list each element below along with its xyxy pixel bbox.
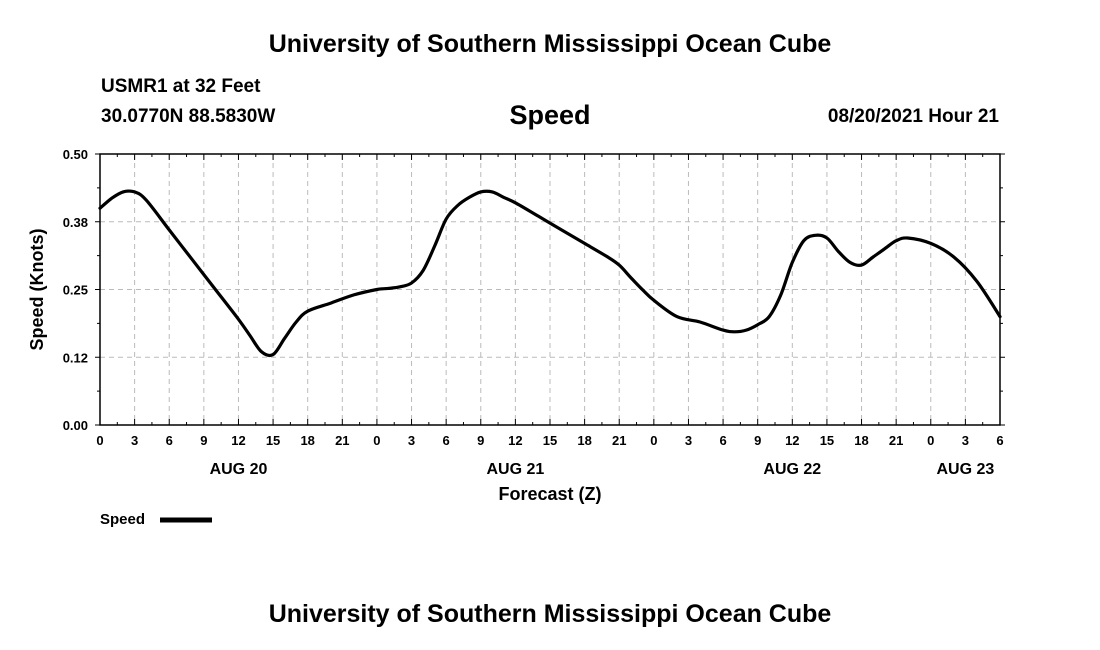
x-tick-label: 21 [612, 433, 626, 448]
x-tick-label: 3 [685, 433, 692, 448]
legend: Speed [100, 511, 212, 528]
speed-series-line [98, 189, 1002, 358]
y-tick-label: 0.12 [63, 350, 88, 365]
legend-label: Speed [100, 511, 145, 528]
x-tick-label: 18 [854, 433, 868, 448]
x-axis-label: Forecast (Z) [498, 484, 601, 504]
station-coords: 30.0770N 88.5830W [101, 106, 276, 127]
day-label: AUG 21 [486, 461, 544, 478]
axis-labels: 0 3 6 9 12 15 18 21 0 3 6 9 12 15 18 21 0 3 6 9 12 15 18 21 0 3 6 0… [27, 147, 1004, 504]
x-tick-label: 12 [508, 433, 522, 448]
axis-ticks [95, 153, 1005, 426]
chart-title: Speed [509, 100, 591, 130]
main-title: University of Southern Mississippi Ocean… [268, 30, 832, 58]
y-tick-label: 0.38 [63, 215, 88, 230]
footer-title: University of Southern Mississippi Ocean… [268, 600, 832, 628]
x-tick-label: 18 [300, 433, 314, 448]
x-tick-label: 12 [785, 433, 799, 448]
x-tick-label: 6 [443, 433, 450, 448]
x-tick-label: 9 [200, 433, 207, 448]
x-tick-label: 0 [373, 433, 380, 448]
x-tick-label: 15 [543, 433, 557, 448]
x-tick-label: 15 [820, 433, 834, 448]
x-tick-label: 15 [266, 433, 280, 448]
x-tick-label: 6 [719, 433, 726, 448]
x-tick-label: 9 [754, 433, 761, 448]
x-tick-label: 0 [650, 433, 657, 448]
x-tick-label: 0 [96, 433, 103, 448]
station-name: USMR1 at 32 Feet [101, 76, 261, 97]
grid-lines [100, 154, 1000, 425]
x-tick-label: 3 [131, 433, 138, 448]
x-tick-label: 3 [962, 433, 969, 448]
series-layer [98, 189, 1002, 358]
day-label: AUG 23 [936, 461, 994, 478]
day-label: AUG 22 [763, 461, 821, 478]
x-tick-label: 6 [996, 433, 1003, 448]
x-tick-label: 0 [927, 433, 934, 448]
y-axis-label: Speed (Knots) [27, 228, 47, 350]
y-tick-label: 0.25 [63, 283, 88, 298]
day-label: AUG 20 [210, 461, 268, 478]
forecast-datetime: 08/20/2021 Hour 21 [827, 106, 999, 127]
x-tick-label: 18 [577, 433, 591, 448]
x-tick-label: 6 [166, 433, 173, 448]
x-tick-label: 9 [477, 433, 484, 448]
x-tick-label: 3 [408, 433, 415, 448]
y-tick-label: 0.00 [63, 418, 88, 433]
x-tick-label: 21 [889, 433, 903, 448]
y-tick-label: 0.50 [63, 147, 88, 162]
x-tick-label: 12 [231, 433, 245, 448]
x-tick-label: 21 [335, 433, 349, 448]
